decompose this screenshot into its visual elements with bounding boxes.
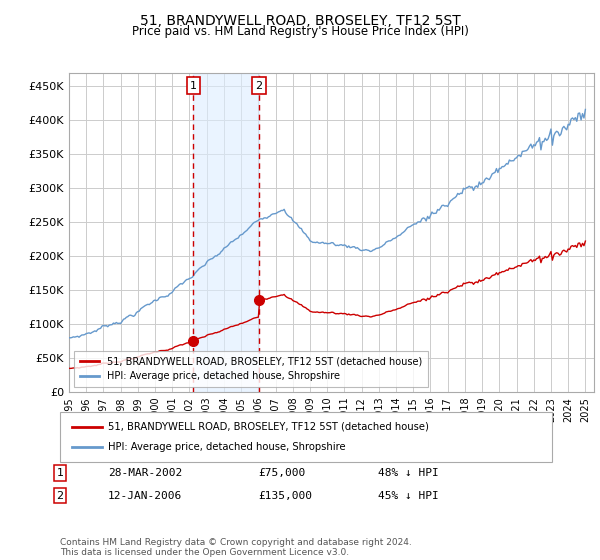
Text: £135,000: £135,000 [258, 491, 312, 501]
Legend: 51, BRANDYWELL ROAD, BROSELEY, TF12 5ST (detached house), HPI: Average price, de: 51, BRANDYWELL ROAD, BROSELEY, TF12 5ST … [74, 351, 428, 387]
Text: 28-MAR-2002: 28-MAR-2002 [108, 468, 182, 478]
Text: 51, BRANDYWELL ROAD, BROSELEY, TF12 5ST (detached house): 51, BRANDYWELL ROAD, BROSELEY, TF12 5ST … [108, 422, 429, 432]
Text: Contains HM Land Registry data © Crown copyright and database right 2024.
This d: Contains HM Land Registry data © Crown c… [60, 538, 412, 557]
Text: 45% ↓ HPI: 45% ↓ HPI [378, 491, 439, 501]
Text: 48% ↓ HPI: 48% ↓ HPI [378, 468, 439, 478]
Text: 51, BRANDYWELL ROAD, BROSELEY, TF12 5ST: 51, BRANDYWELL ROAD, BROSELEY, TF12 5ST [140, 14, 460, 28]
Text: 2: 2 [256, 81, 263, 91]
Text: Price paid vs. HM Land Registry's House Price Index (HPI): Price paid vs. HM Land Registry's House … [131, 25, 469, 38]
Text: 12-JAN-2006: 12-JAN-2006 [108, 491, 182, 501]
Text: £75,000: £75,000 [258, 468, 305, 478]
Text: HPI: Average price, detached house, Shropshire: HPI: Average price, detached house, Shro… [108, 442, 346, 452]
Text: 2: 2 [56, 491, 64, 501]
Text: 1: 1 [190, 81, 197, 91]
Bar [193, 73, 259, 392]
Text: 1: 1 [56, 468, 64, 478]
